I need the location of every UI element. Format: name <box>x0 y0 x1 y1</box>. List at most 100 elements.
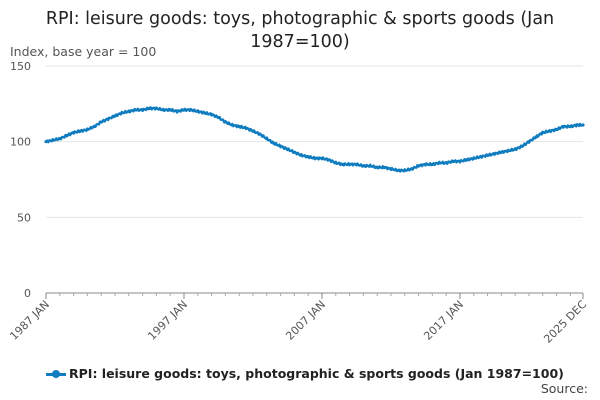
data-point-48 <box>375 165 379 169</box>
data-point-54 <box>416 164 421 168</box>
data-point-8 <box>99 120 103 124</box>
data-point-34 <box>278 144 283 148</box>
data-point-50 <box>389 167 393 171</box>
data-point-61 <box>465 158 469 162</box>
series-line-0 <box>45 106 584 173</box>
x-tick-label-1: 1997 JAN <box>145 298 190 343</box>
y-tick-label-3: 150 <box>10 60 31 73</box>
data-point-14 <box>140 108 145 112</box>
data-point-12 <box>127 109 131 113</box>
data-point-43 <box>341 162 345 166</box>
data-point-40 <box>320 156 324 160</box>
x-tick-label-4: 2025 DEC <box>541 298 589 346</box>
data-point-53 <box>410 167 414 171</box>
legend[interactable]: RPI: leisure goods: toys, photographic &… <box>46 366 564 381</box>
data-point-10 <box>113 114 117 118</box>
source-label: Source: <box>540 381 588 396</box>
data-point-41 <box>327 158 331 162</box>
data-point-7 <box>92 124 96 129</box>
data-point-64 <box>485 153 490 157</box>
data-point-25 <box>216 115 221 120</box>
y-tick-label-1: 50 <box>17 211 31 224</box>
data-point-24 <box>209 112 214 117</box>
data-point-67 <box>506 149 510 153</box>
data-point-11 <box>120 111 124 115</box>
y-tick-label-0: 0 <box>24 287 31 300</box>
data-point-22 <box>196 109 200 113</box>
data-point-58 <box>444 161 448 165</box>
data-point-38 <box>306 155 310 159</box>
data-point-70 <box>527 140 531 144</box>
data-point-31 <box>258 132 262 136</box>
x-tick-label-3: 2017 JAN <box>421 298 466 343</box>
data-point-28 <box>237 124 241 129</box>
data-point-49 <box>382 165 386 169</box>
data-point-2 <box>58 137 62 141</box>
data-point-21 <box>189 108 193 112</box>
data-point-30 <box>251 129 255 133</box>
data-point-76 <box>568 124 572 129</box>
data-point-69 <box>520 144 524 148</box>
data-point-3 <box>65 134 69 138</box>
data-point-46 <box>361 164 365 168</box>
data-point-18 <box>168 108 172 112</box>
data-point-59 <box>451 159 455 163</box>
data-point-37 <box>299 153 303 157</box>
data-point-56 <box>430 162 434 166</box>
x-axis: 1987 JAN 1997 JAN 2007 JAN 2017 JAN 2025 DEC <box>7 292 589 346</box>
data-point-74 <box>554 127 559 132</box>
data-point-36 <box>292 150 296 154</box>
data-point-15 <box>147 106 152 110</box>
data-point-9 <box>106 117 110 121</box>
data-point-51 <box>396 168 400 173</box>
data-point-42 <box>334 161 338 165</box>
chart-title-line-1: RPI: leisure goods: toys, photographic &… <box>45 9 555 29</box>
chart-title: RPI: leisure goods: toys, photographic &… <box>0 8 600 54</box>
data-point-19 <box>175 109 179 113</box>
data-point-77 <box>575 123 579 127</box>
data-point-73 <box>548 129 552 133</box>
data-point-63 <box>479 155 483 159</box>
data-point-72 <box>541 130 545 135</box>
data-point-39 <box>313 156 317 160</box>
data-point-6 <box>85 127 89 132</box>
data-point-33 <box>272 141 276 145</box>
data-point-78 <box>581 123 585 127</box>
data-point-47 <box>368 164 372 168</box>
data-point-52 <box>403 168 407 173</box>
data-point-27 <box>230 123 234 127</box>
data-point-35 <box>285 147 290 151</box>
legend-label: RPI: leisure goods: toys, photographic &… <box>69 366 564 381</box>
y-axis-label: Index, base year = 100 <box>10 44 157 59</box>
data-point-26 <box>223 120 227 124</box>
data-point-29 <box>244 126 248 130</box>
data-point-45 <box>354 162 359 166</box>
data-point-13 <box>134 108 138 112</box>
y-tick-label-2: 100 <box>10 136 31 149</box>
series-layer <box>44 106 585 173</box>
data-point-44 <box>347 162 352 166</box>
y-axis-ticks: 0 50 100 150 <box>10 60 31 300</box>
data-point-60 <box>458 159 462 163</box>
data-point-0 <box>44 140 48 144</box>
data-point-5 <box>78 129 83 133</box>
x-tick-label-0: 1987 JAN <box>7 298 52 343</box>
grid-lines <box>46 65 583 218</box>
data-point-57 <box>437 161 441 165</box>
data-point-75 <box>561 124 566 129</box>
x-tick-label-2: 2007 JAN <box>283 298 328 343</box>
data-point-1 <box>51 138 55 142</box>
data-point-68 <box>513 147 517 151</box>
chart-title-line-2: 1987=100) <box>250 32 350 52</box>
data-point-65 <box>492 152 497 156</box>
data-point-23 <box>203 111 207 115</box>
data-point-17 <box>161 108 165 112</box>
data-point-62 <box>472 156 476 160</box>
data-point-16 <box>154 106 158 110</box>
data-point-66 <box>499 150 503 154</box>
legend-swatch-icon <box>46 367 66 381</box>
data-point-71 <box>534 135 538 139</box>
data-point-32 <box>265 137 269 141</box>
data-point-55 <box>423 162 428 166</box>
